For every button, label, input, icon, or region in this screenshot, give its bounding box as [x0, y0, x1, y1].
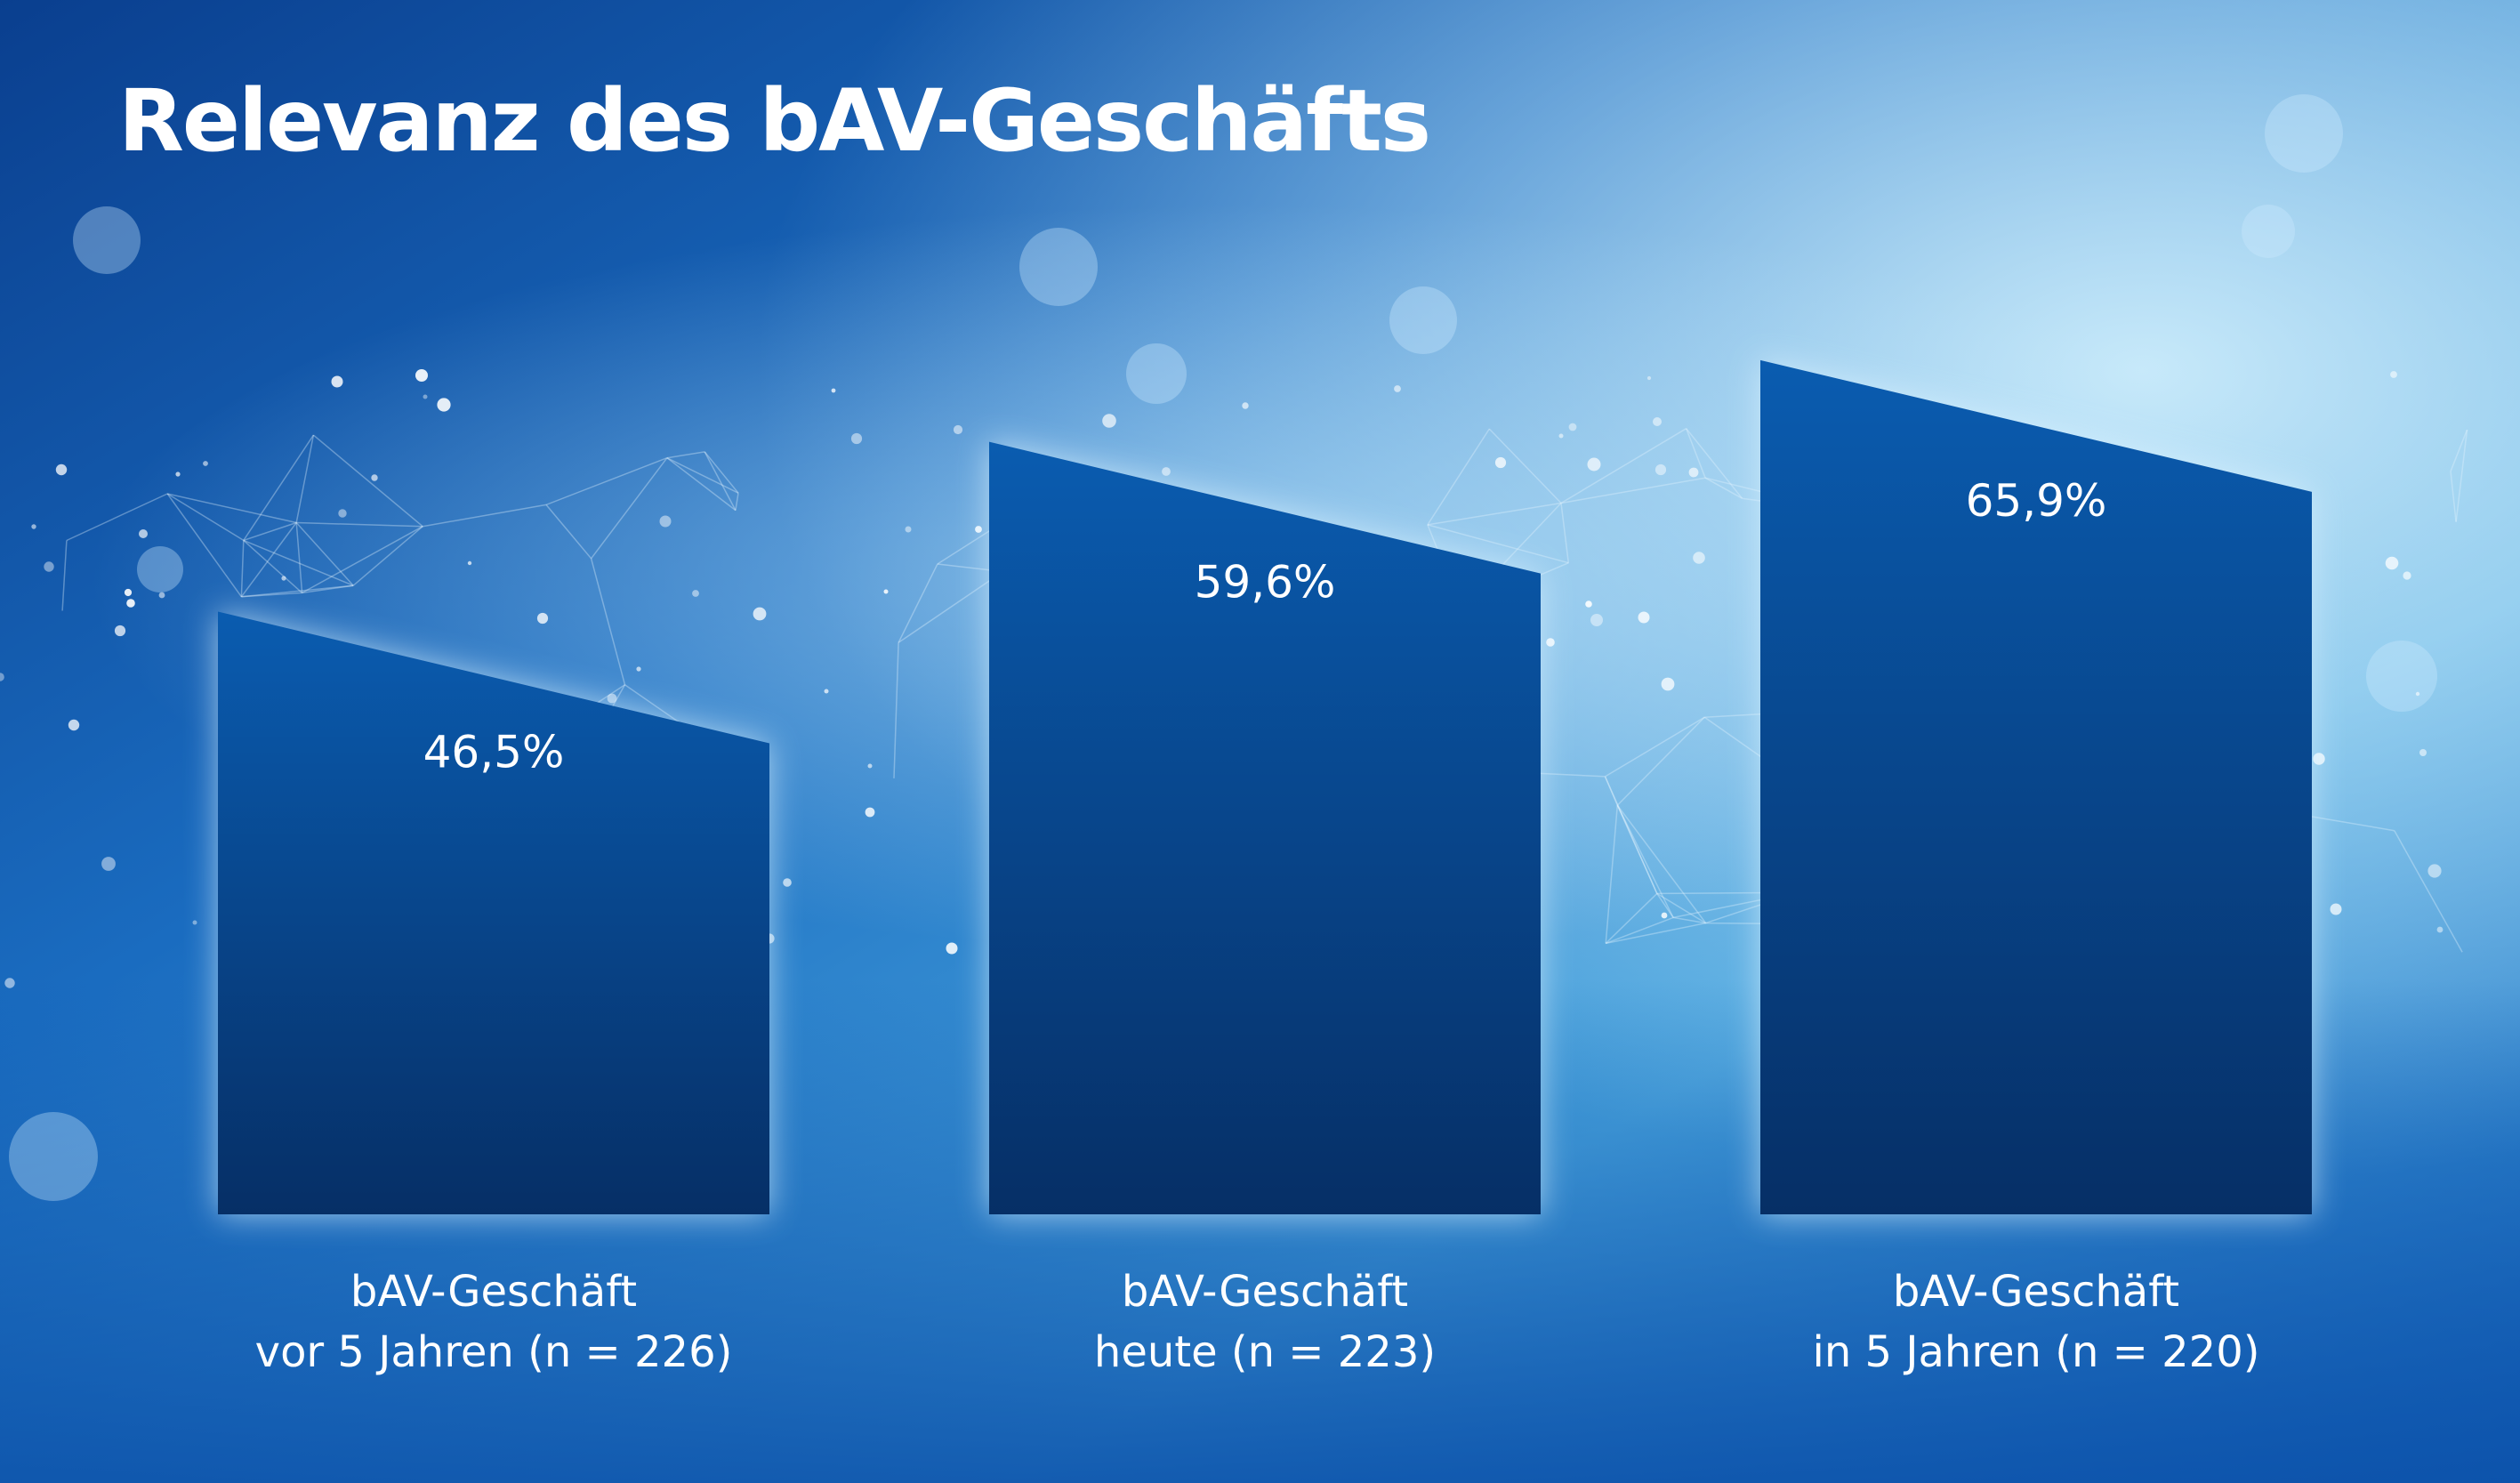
category-label-2-line-1: in 5 Jahren (n = 220) [1813, 1327, 2260, 1377]
category-label-0-line-1: vor 5 Jahren (n = 226) [255, 1327, 733, 1377]
bokeh-lights [0, 94, 2444, 1201]
category-label-1-line-1: heute (n = 223) [1094, 1327, 1436, 1377]
value-label-0: 46,5% [423, 726, 565, 778]
category-label-0-line-0: bAV-Geschäft [350, 1267, 637, 1317]
chart-title: Relevanz des bAV-Geschäfts [118, 71, 1431, 171]
bar-0 [218, 611, 769, 1214]
value-label-1: 59,6% [1195, 557, 1336, 609]
value-label-2: 65,9% [1966, 475, 2107, 527]
category-label-2-line-0: bAV-Geschäft [1893, 1267, 2179, 1317]
category-label-1-line-0: bAV-Geschäft [1122, 1267, 1408, 1317]
bar-1 [989, 441, 1541, 1214]
bar-2 [1760, 359, 2312, 1214]
